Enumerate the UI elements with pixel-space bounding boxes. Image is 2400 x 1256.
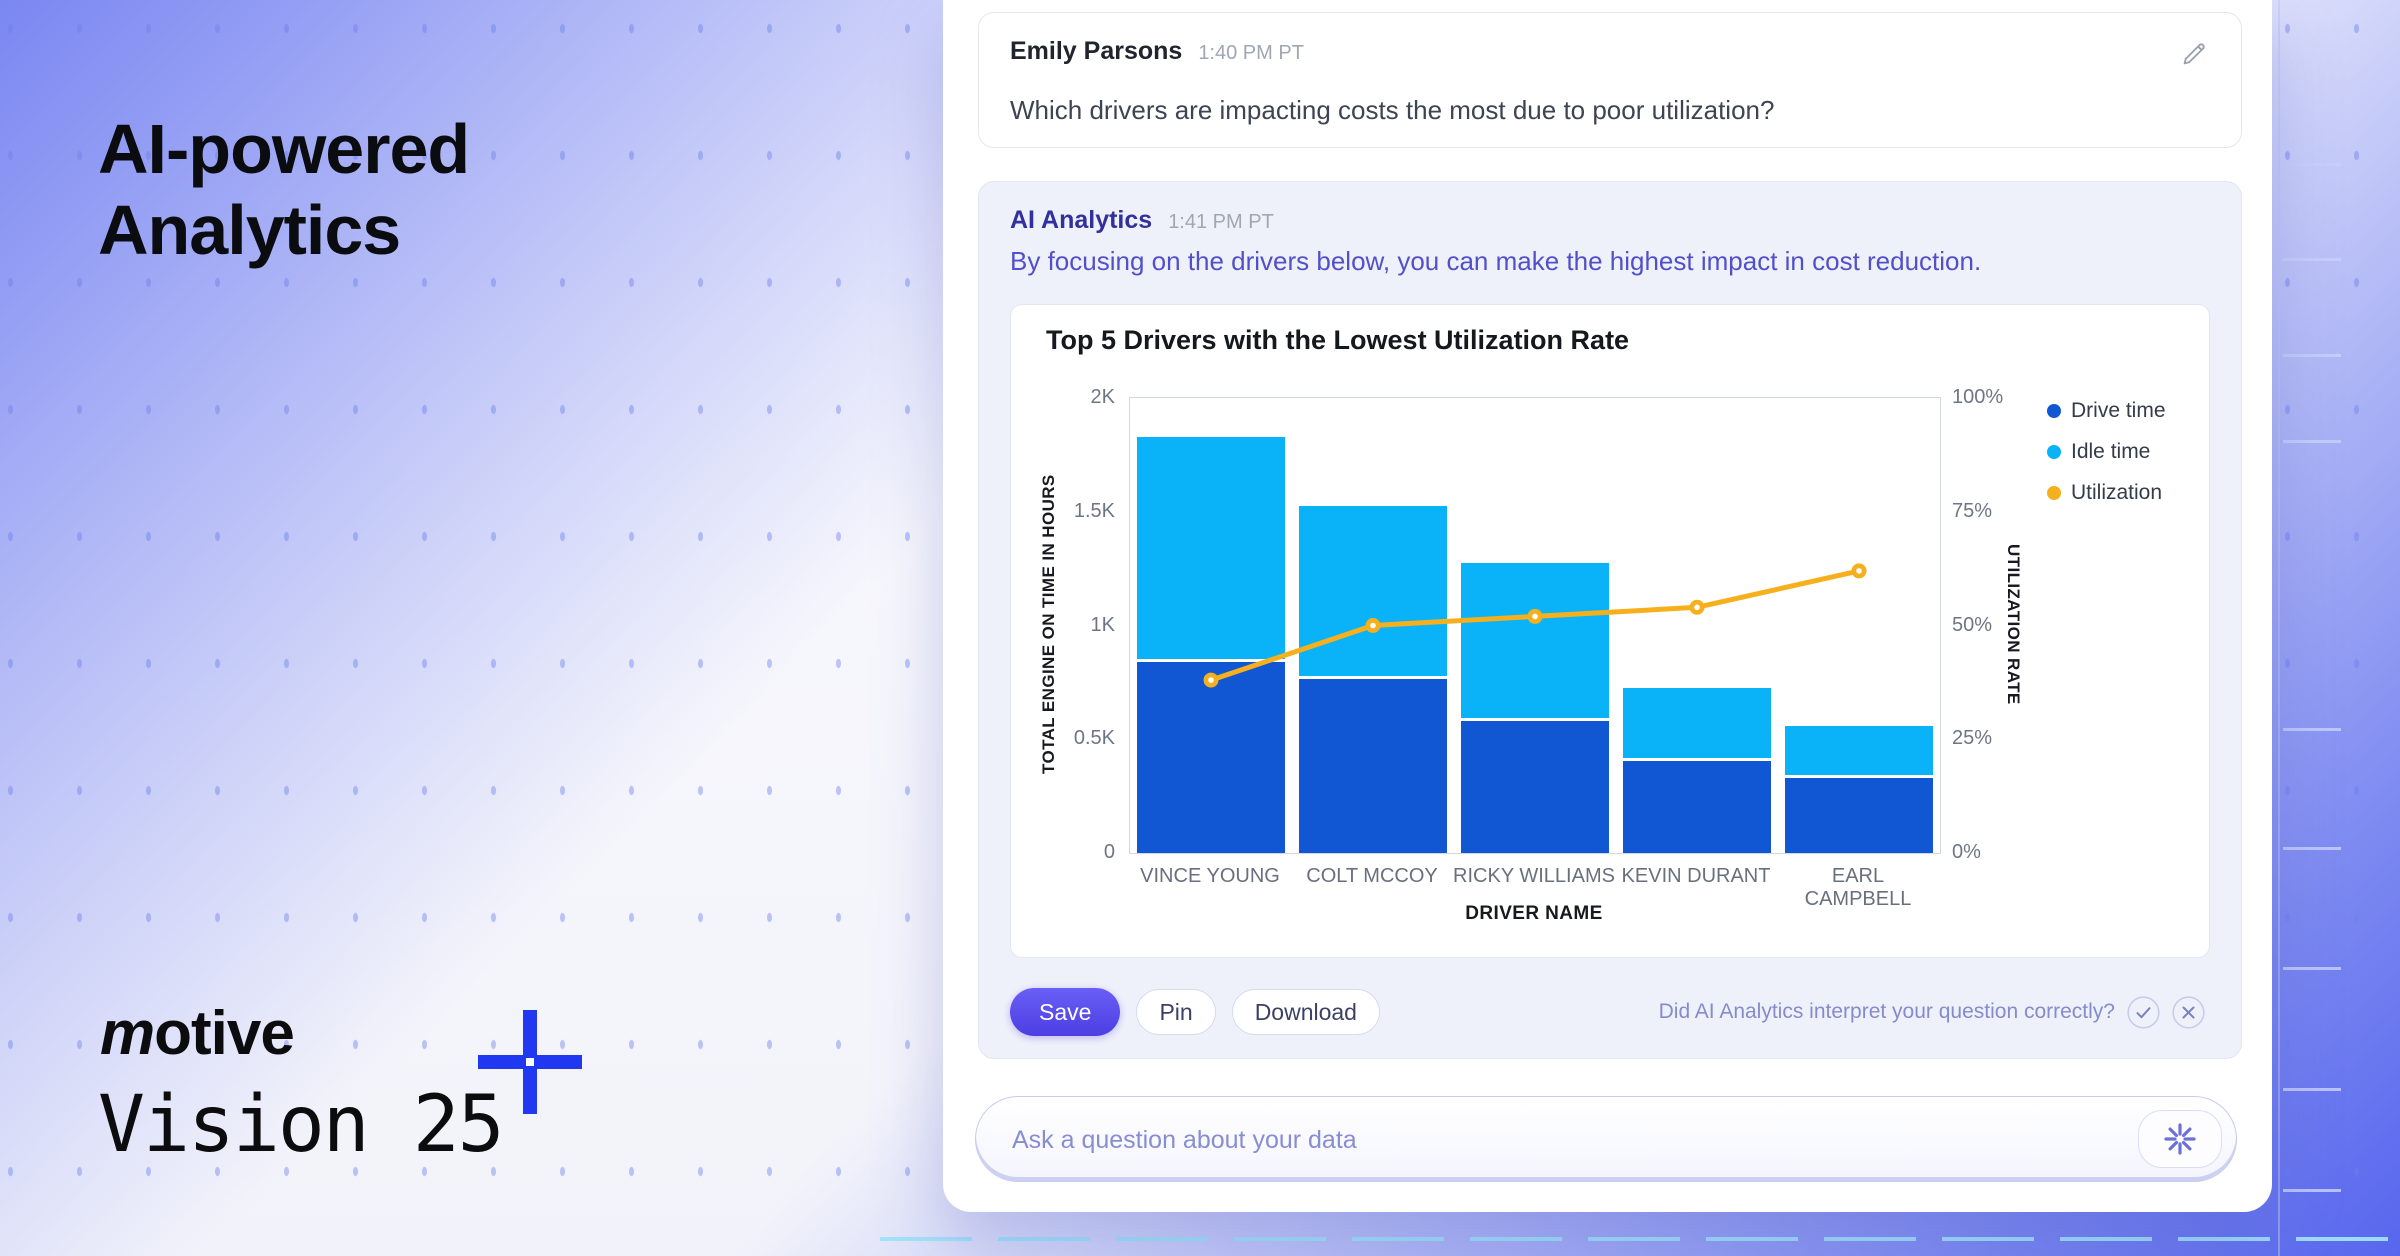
legend-label: Drive time bbox=[2071, 399, 2166, 422]
y-axis-left-ticks: 0 0.5K 1K 1.5K 2K bbox=[1041, 386, 1115, 863]
plot-area bbox=[1129, 397, 1941, 854]
ruler-tick-line bbox=[2283, 728, 2341, 731]
bottom-dashed-line bbox=[880, 1237, 2400, 1241]
legend-label: Utilization bbox=[2071, 481, 2163, 504]
bar-idle-time[interactable] bbox=[1785, 725, 1933, 778]
ruler-tick-line bbox=[2283, 1189, 2341, 1192]
chat-panel: Emily Parsons 1:40 PM PT Which drivers a… bbox=[943, 0, 2272, 1212]
page-title-line1: AI-powered bbox=[98, 109, 470, 188]
edit-pencil-icon[interactable] bbox=[2179, 39, 2209, 69]
y-tick-right: 0% bbox=[1952, 841, 1981, 863]
bar-drive-time[interactable] bbox=[1785, 777, 1933, 853]
legend-item[interactable]: Utilization bbox=[2047, 481, 2166, 505]
download-button[interactable]: Download bbox=[1231, 989, 1380, 1035]
ruler-tick-line bbox=[2283, 847, 2341, 850]
y-tick-left: 2K bbox=[1090, 386, 1115, 408]
bar-drive-time[interactable] bbox=[1137, 661, 1285, 853]
user-author: Emily Parsons bbox=[1010, 37, 1183, 65]
plus-crosshair-icon bbox=[478, 1010, 582, 1114]
x-axis-label: VINCE YOUNG bbox=[1140, 865, 1280, 887]
pin-button[interactable]: Pin bbox=[1136, 989, 1216, 1035]
y-tick-right: 75% bbox=[1952, 499, 1993, 522]
right-edge-ruler bbox=[2278, 0, 2400, 1256]
motive-logo: motive bbox=[100, 999, 295, 1068]
ai-author: AI Analytics bbox=[1010, 206, 1153, 234]
y-tick-right: 100% bbox=[1952, 386, 2004, 408]
event-title: Vision 25 bbox=[98, 1080, 505, 1170]
ruler-vertical-line bbox=[2278, 0, 2280, 1256]
ask-question-input[interactable] bbox=[1010, 1097, 2094, 1183]
y-tick-left: 1.5K bbox=[1073, 499, 1115, 522]
x-circle-icon[interactable] bbox=[2172, 995, 2205, 1029]
ai-insight-text: By focusing on the drivers below, you ca… bbox=[1010, 246, 1982, 276]
check-circle-icon[interactable] bbox=[2127, 995, 2160, 1029]
bar-idle-time[interactable] bbox=[1137, 436, 1285, 662]
actions-row: Save Pin Download bbox=[1010, 988, 1380, 1036]
y-tick-left: 0 bbox=[1103, 841, 1115, 863]
utilization-line bbox=[1203, 563, 1867, 688]
legend-item[interactable]: Drive time bbox=[2047, 399, 2166, 423]
x-axis-label: EARL CAMPBELL bbox=[1804, 865, 1912, 910]
legend-dot-icon bbox=[2047, 445, 2061, 459]
asterisk-sparkle-icon[interactable] bbox=[2138, 1110, 2222, 1168]
ai-message-header: AI Analytics 1:41 PM PT bbox=[1010, 206, 1274, 235]
bar-drive-time[interactable] bbox=[1299, 678, 1447, 853]
chart-title: Top 5 Drivers with the Lowest Utilizatio… bbox=[1046, 325, 1630, 355]
user-timestamp: 1:40 PM PT bbox=[1198, 42, 1304, 64]
ask-input-bar bbox=[975, 1096, 2237, 1183]
legend-dot-icon bbox=[2047, 404, 2061, 418]
page-title: AI-powered Analytics bbox=[98, 109, 470, 271]
feedback-prompt: Did AI Analytics interpret your question… bbox=[1658, 1000, 2115, 1023]
bar-idle-time[interactable] bbox=[1299, 506, 1447, 679]
user-message-card: Emily Parsons 1:40 PM PT Which drivers a… bbox=[978, 12, 2242, 148]
legend: Drive time Idle time Utilization bbox=[2047, 399, 2166, 522]
ruler-tick-line bbox=[2283, 354, 2341, 357]
y-tick-left: 1K bbox=[1090, 613, 1115, 636]
legend-label: Idle time bbox=[2071, 440, 2151, 463]
ruler-tick-line bbox=[2283, 258, 2341, 261]
ai-message-card: AI Analytics 1:41 PM PT By focusing on t… bbox=[978, 181, 2242, 1059]
bar-drive-time[interactable] bbox=[1623, 760, 1771, 853]
bar-drive-time[interactable] bbox=[1461, 721, 1609, 853]
save-button[interactable]: Save bbox=[1010, 988, 1121, 1036]
x-axis-label: RICKY WILLIAMS bbox=[1453, 865, 1615, 887]
y-tick-right: 25% bbox=[1952, 727, 1993, 750]
ruler-tick-line bbox=[2283, 163, 2341, 166]
y-tick-right: 50% bbox=[1952, 613, 1993, 636]
chart-card: Top 5 Drivers with the Lowest Utilizatio… bbox=[1010, 304, 2210, 958]
x-axis-label: KEVIN DURANT bbox=[1621, 865, 1771, 887]
ruler-tick-line bbox=[2283, 967, 2341, 970]
legend-dot-icon bbox=[2047, 486, 2061, 500]
x-axis-label: COLT MCCOY bbox=[1306, 865, 1438, 887]
ruler-tick-line bbox=[2283, 440, 2341, 443]
user-message-header: Emily Parsons 1:40 PM PT bbox=[1010, 37, 1304, 66]
ai-timestamp: 1:41 PM PT bbox=[1168, 211, 1274, 233]
ruler-tick-line bbox=[2283, 1088, 2341, 1091]
page-title-line2: Analytics bbox=[98, 191, 401, 270]
user-question-text: Which drivers are impacting costs the mo… bbox=[1010, 95, 1775, 125]
y-axis-right-ticks: 0% 25% 50% 75% 100% bbox=[1952, 386, 2022, 863]
y-axis-right-title: UTILIZATION RATE bbox=[2004, 544, 2023, 705]
y-tick-left: 0.5K bbox=[1073, 727, 1115, 750]
bar-idle-time[interactable] bbox=[1623, 688, 1771, 761]
legend-item[interactable]: Idle time bbox=[2047, 440, 2166, 464]
bar-idle-time[interactable] bbox=[1461, 562, 1609, 722]
x-axis-labels: VINCE YOUNG COLT MCCOY RICKY WILLIAMS KEVIN… bbox=[1129, 865, 1939, 910]
feedback-row: Did AI Analytics interpret your question… bbox=[1659, 988, 2205, 1036]
x-axis-title: DRIVER NAME bbox=[1465, 903, 1603, 924]
